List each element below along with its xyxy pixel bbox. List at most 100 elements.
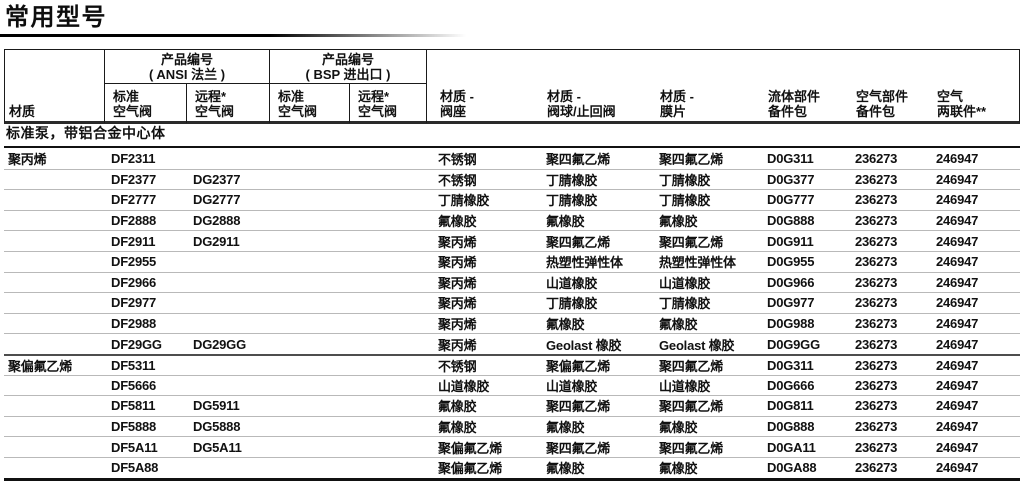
table-row: DF2911 DG2911 聚丙烯 聚四氟乙烯 聚四氟乙烯 D0G911 236273 246… — [4, 230, 1020, 251]
ansi-remote-line1: 远程* — [195, 89, 227, 104]
cell-diaphragm-material: 氟橡胶 — [659, 461, 698, 477]
table-row: 聚偏氟乙烯 DF5311 不锈钢 聚偏氟乙烯 聚四氟乙烯 D0G311 236273 2469… — [4, 353, 1020, 375]
cell-seat-material: 山道橡胶 — [438, 378, 490, 394]
group-bsp-line2: ( BSP 进出口 ) — [305, 66, 391, 82]
cell-fluid-kit: D0G377 — [767, 171, 815, 187]
cell-seat-material: 聚丙烯 — [438, 296, 477, 312]
cell-fluid-kit: D0G777 — [767, 192, 815, 208]
cell-air-combo: 246947 — [936, 213, 979, 229]
header-fluid-kit: 流体部件 备件包 — [760, 50, 848, 123]
header-material-label: 材质 — [9, 103, 36, 119]
cell-diaphragm-material: 丁腈橡胶 — [659, 193, 711, 209]
fluid-kit-line2: 备件包 — [768, 103, 808, 119]
cell-fluid-kit: D0G666 — [767, 377, 815, 393]
group-ansi-line1: 产品编号 — [160, 52, 213, 67]
cell-ball-material: 丁腈橡胶 — [546, 172, 598, 188]
cell-diaphragm-material: 聚四氟乙烯 — [659, 234, 724, 250]
air-combo-line2: 两联件** — [937, 103, 987, 119]
cell-fluid-kit: D0G988 — [767, 316, 815, 332]
header-ansi-standard-valve: 标准 空气阀 — [104, 84, 186, 123]
cell-material: 聚偏氟乙烯 — [8, 358, 73, 374]
header-bsp-remote-valve: 远程* 空气阀 — [349, 84, 426, 123]
cell-air-kit: 236273 — [855, 377, 898, 393]
cell-seat-material: 不锈钢 — [438, 151, 477, 167]
table-row: DF5666 山道橡胶 山道橡胶 山道橡胶 D0G666 236273 246947 — [4, 374, 1020, 396]
seat-line1: 材质 - — [440, 89, 474, 104]
cell-diaphragm-material: 聚四氟乙烯 — [659, 399, 724, 415]
header-ball-material: 材质 - 阀球/止回阀 — [539, 50, 652, 123]
bsp-standard-line2: 空气阀 — [278, 103, 318, 119]
header-air-kit: 空气部件 备件包 — [848, 50, 929, 123]
cell-fluid-kit: D0GA11 — [767, 439, 816, 455]
header-bsp-standard-valve: 标准 空气阀 — [269, 84, 349, 123]
cell-ansi-standard: DF5311 — [111, 357, 156, 373]
group-ansi-line2: ( ANSI 法兰 ) — [148, 66, 226, 82]
cell-ball-material: 聚四氟乙烯 — [546, 440, 611, 456]
cell-air-combo: 246947 — [936, 295, 979, 311]
table-row: DF2988 聚丙烯 氟橡胶 氟橡胶 D0G988 236273 246947 — [4, 312, 1020, 334]
cell-ansi-standard: DF2377 — [111, 171, 157, 187]
ansi-remote-line2: 空气阀 — [195, 103, 235, 119]
cell-seat-material: 聚偏氟乙烯 — [438, 461, 503, 477]
cell-material: 聚丙烯 — [8, 151, 47, 167]
cell-diaphragm-material: 热塑性弹性体 — [659, 255, 736, 271]
air-kit-line1: 空气部件 — [856, 89, 909, 104]
cell-air-kit: 236273 — [855, 419, 898, 435]
cell-air-kit: 236273 — [855, 295, 898, 311]
cell-diaphragm-material: 聚四氟乙烯 — [659, 358, 724, 374]
cell-ball-material: 聚偏氟乙烯 — [546, 358, 611, 374]
cell-ansi-standard: DF5A11 — [111, 439, 158, 455]
table-header: 材质 产品编号 ( ANSI 法兰 ) 产品编号 ( BSP 进出口 ) 标准 … — [4, 49, 1020, 124]
cell-diaphragm-material: 氟橡胶 — [659, 420, 698, 436]
section-header-label: 标准泵，带铝合金中心体 — [6, 125, 166, 141]
cell-ansi-standard: DF5811 — [111, 398, 156, 414]
cell-diaphragm-material: 氟橡胶 — [659, 317, 698, 333]
air-kit-line2: 备件包 — [856, 103, 896, 119]
cell-ansi-remote: DG29GG — [193, 336, 246, 352]
cell-fluid-kit: D0G9GG — [767, 336, 820, 352]
ball-line2: 阀球/止回阀 — [547, 103, 616, 119]
table-row: DF5A88 聚偏氟乙烯 氟橡胶 氟橡胶 D0GA88 236273 246947 — [4, 456, 1020, 478]
cell-ball-material: 热塑性弹性体 — [546, 255, 623, 271]
header-material: 材质 — [5, 50, 104, 123]
table-row: DF2966 聚丙烯 山道橡胶 山道橡胶 D0G966 236273 246947 — [4, 271, 1020, 293]
cell-air-kit: 236273 — [855, 233, 898, 249]
cell-seat-material: 氟橡胶 — [438, 399, 477, 415]
table-row: DF2377 DG2377 不锈钢 丁腈橡胶 丁腈橡胶 D0G377 236273 24694… — [4, 168, 1020, 190]
ansi-standard-line2: 空气阀 — [113, 103, 153, 119]
cell-air-kit: 236273 — [855, 150, 898, 166]
cell-ansi-standard: DF29GG — [111, 336, 162, 352]
cell-ansi-remote: DG5888 — [193, 419, 241, 435]
cell-ball-material: 氟橡胶 — [546, 317, 585, 333]
cell-air-combo: 246947 — [936, 233, 979, 249]
cell-seat-material: 聚丙烯 — [438, 337, 477, 353]
cell-ball-material: 山道橡胶 — [546, 275, 598, 291]
cell-ansi-remote: DG5A11 — [193, 439, 242, 455]
cell-seat-material: 聚丙烯 — [438, 234, 477, 250]
cell-air-combo: 246947 — [936, 150, 979, 166]
cell-air-combo: 246947 — [936, 419, 979, 435]
cell-ansi-standard: DF2777 — [111, 192, 157, 208]
title-rule — [0, 34, 466, 37]
cell-air-kit: 236273 — [855, 254, 898, 270]
cell-fluid-kit: D0G311 — [767, 150, 814, 166]
cell-ansi-standard: DF2988 — [111, 316, 157, 332]
header-air-combo: 空气 两联件** — [929, 50, 1021, 123]
cell-ansi-standard: DF2966 — [111, 274, 157, 290]
cell-diaphragm-material: 氟橡胶 — [659, 214, 698, 230]
table-row: DF5888 DG5888 氟橡胶 氟橡胶 氟橡胶 D0G888 236273 246947 — [4, 415, 1020, 437]
cell-air-kit: 236273 — [855, 171, 898, 187]
cell-air-combo: 246947 — [936, 274, 979, 290]
ansi-standard-line1: 标准 — [113, 89, 140, 104]
table-row: 聚丙烯 DF2311 不锈钢 聚四氟乙烯 聚四氟乙烯 D0G311 236273 246947 — [4, 148, 1020, 169]
header-seat-material: 材质 - 阀座 — [426, 50, 539, 123]
cell-air-kit: 236273 — [855, 274, 898, 290]
table-row: DF5811 DG5911 氟橡胶 聚四氟乙烯 聚四氟乙烯 D0G811 236273 246… — [4, 395, 1020, 416]
header-diaphragm-material: 材质 - 膜片 — [652, 50, 760, 123]
table-row: DF2777 DG2777 丁腈橡胶 丁腈橡胶 丁腈橡胶 D0G777 236273 2469… — [4, 189, 1020, 210]
cell-ansi-remote: DG2911 — [193, 233, 240, 249]
cell-ansi-standard: DF2977 — [111, 295, 157, 311]
fluid-kit-line1: 流体部件 — [768, 89, 821, 104]
cell-air-combo: 246947 — [936, 377, 979, 393]
